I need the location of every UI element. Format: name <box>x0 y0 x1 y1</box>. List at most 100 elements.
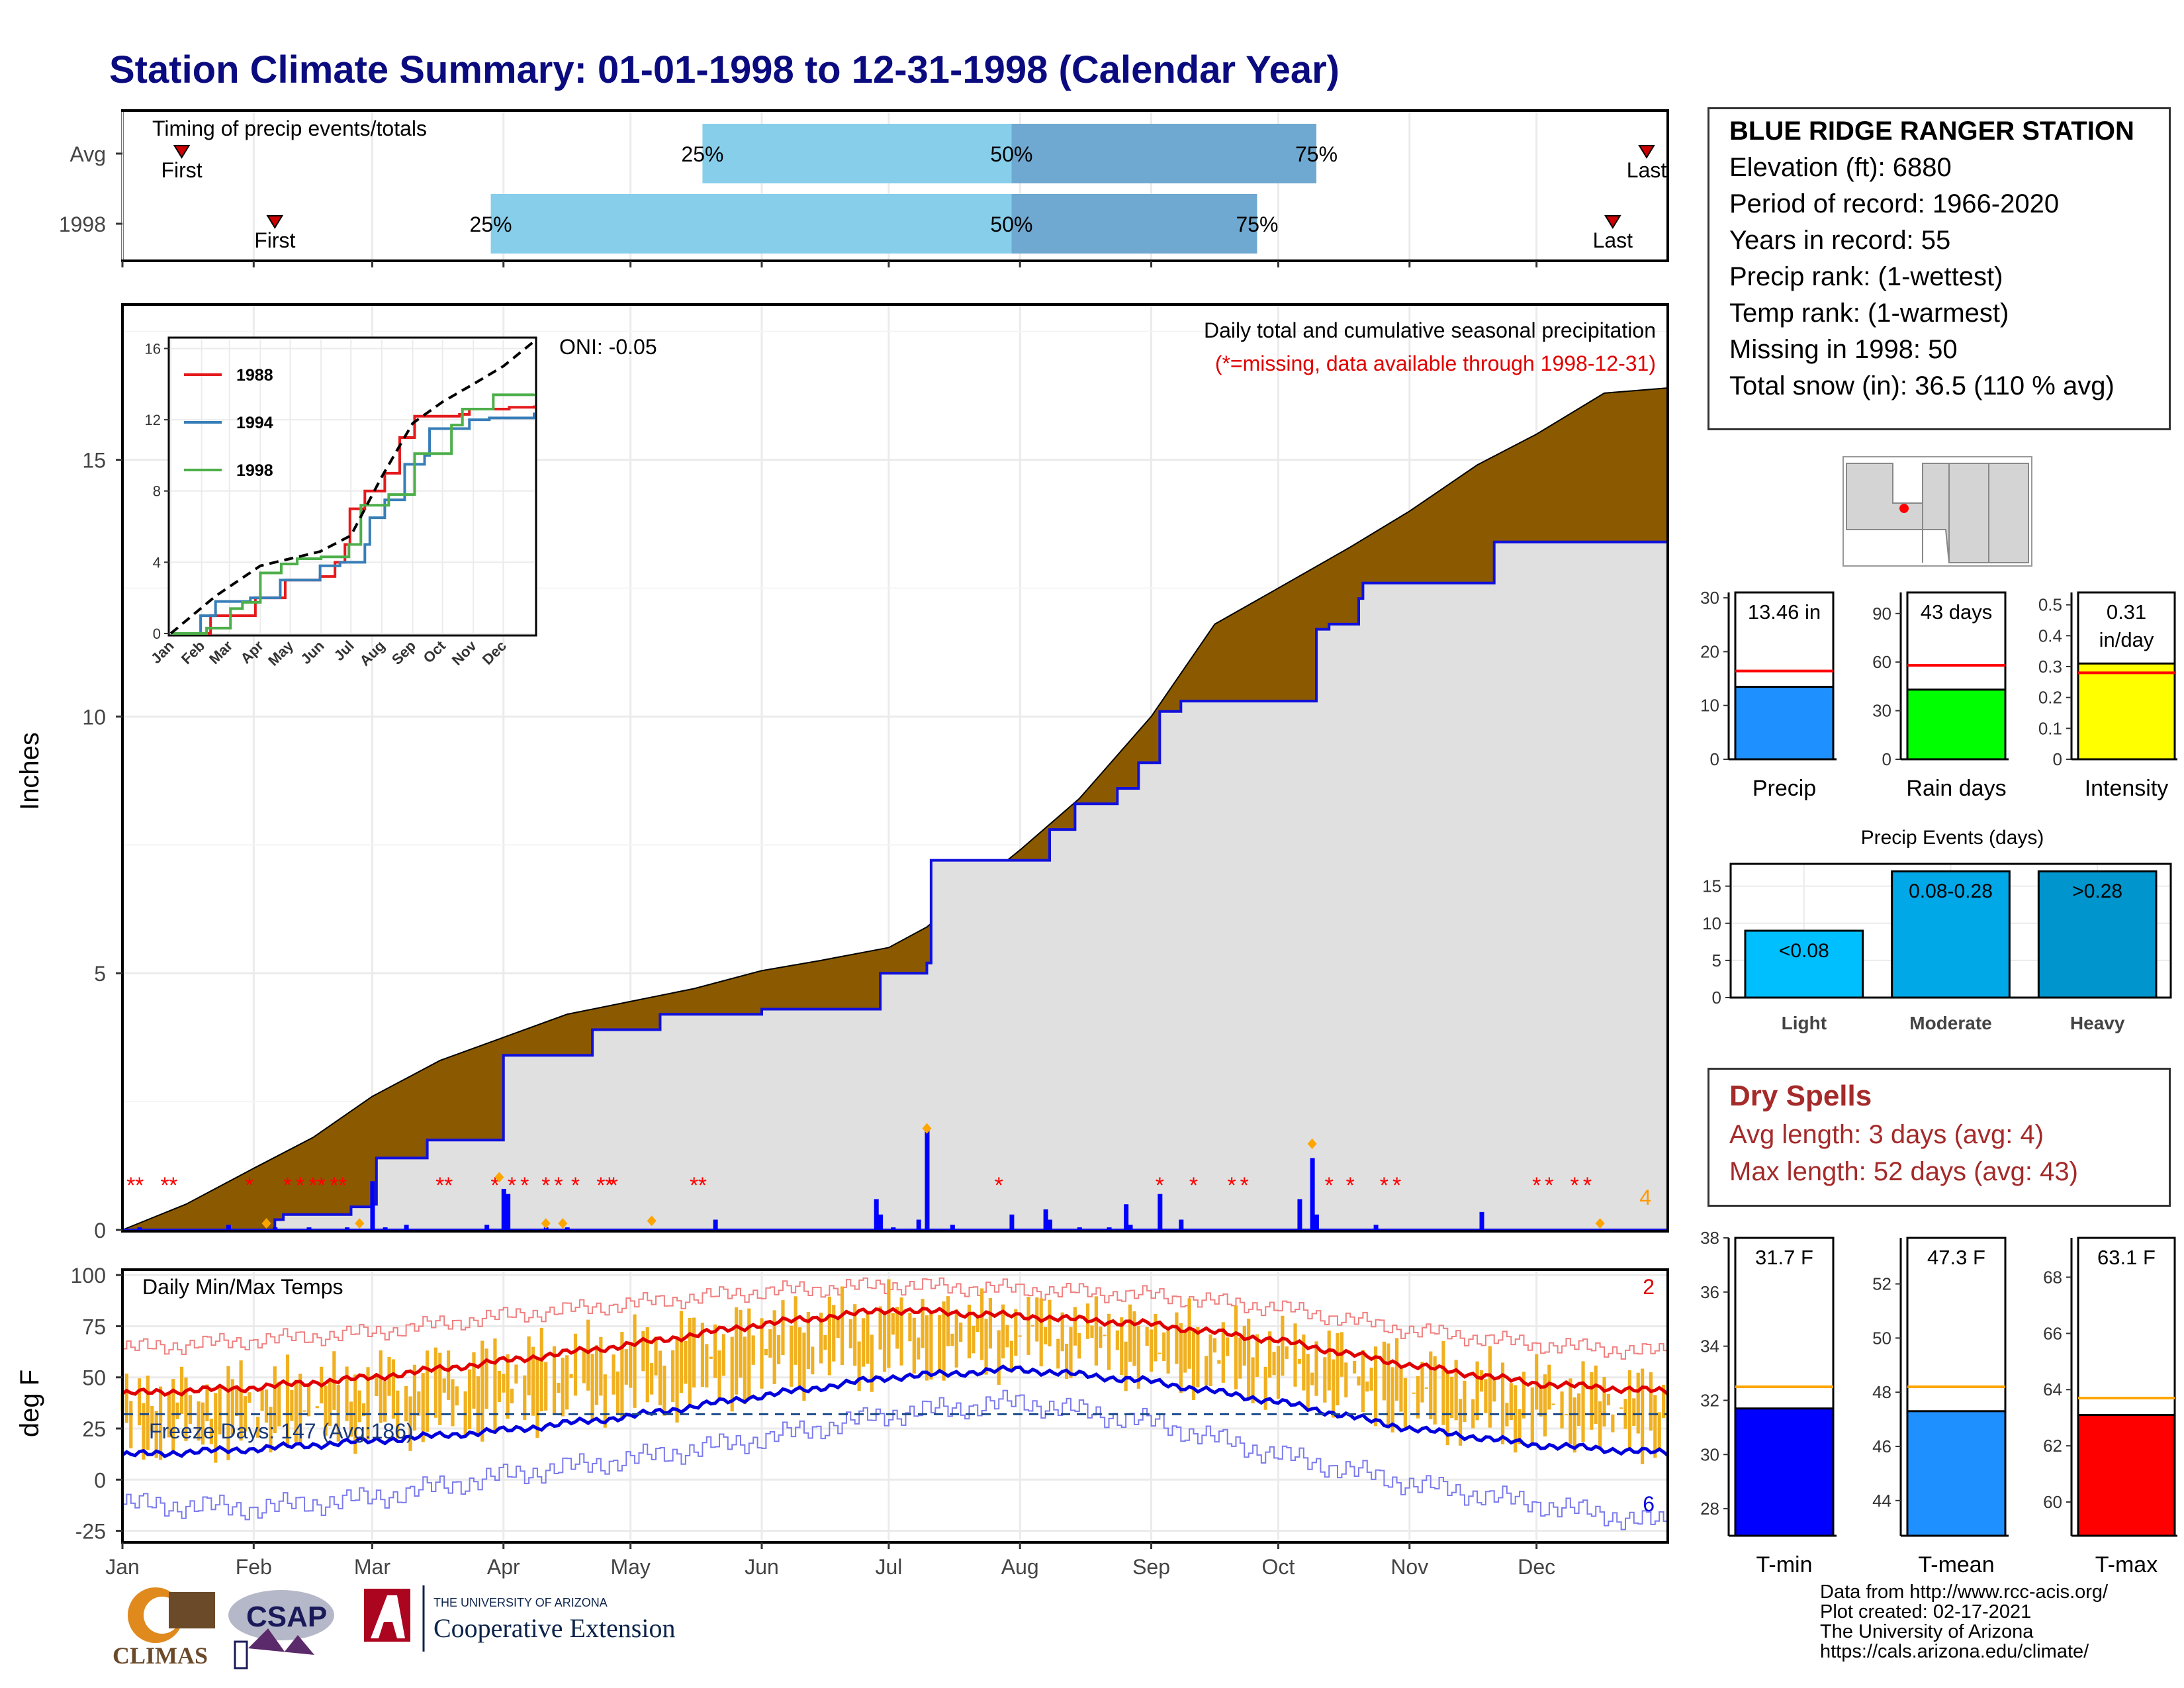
daily-temp-bar <box>137 1378 142 1426</box>
daily-temp-bar <box>747 1308 751 1398</box>
daily-temp-bar <box>1048 1299 1052 1346</box>
daily-temp-bar <box>1234 1305 1238 1389</box>
climas-logo: CLIMAS <box>113 1587 215 1669</box>
daily-temp-bar <box>1302 1334 1306 1391</box>
daily-temp-bar <box>1336 1333 1340 1406</box>
daily-temp-bar <box>1145 1327 1149 1346</box>
daily-temp-bar <box>1569 1378 1572 1444</box>
daily-temp-bar <box>1522 1372 1526 1419</box>
month-label: Sep <box>1132 1555 1170 1579</box>
daily-temp-bar <box>760 1318 764 1389</box>
daily-temp-bar <box>950 1333 954 1346</box>
daily-temp-bar <box>417 1391 421 1416</box>
events-ytick-label: 10 <box>1702 914 1721 933</box>
tmean-chart-value-label: 47.3 F <box>1927 1246 1985 1269</box>
daily-temp-bar <box>806 1312 810 1370</box>
month-label: Feb <box>236 1555 272 1579</box>
daily-temp-bar <box>1217 1360 1221 1364</box>
daily-temp-bar <box>1094 1296 1098 1366</box>
missing-day-marker: * <box>435 1173 444 1198</box>
freeze-days-label: Freeze Days: 147 (Avg:186) <box>149 1419 414 1443</box>
credits: Data from http://www.rcc-acis.org/ Plot … <box>1820 1582 2108 1662</box>
daily-temp-bar <box>1208 1334 1212 1386</box>
daily-temp-bar <box>188 1395 192 1425</box>
missing-day-marker: * <box>690 1173 698 1198</box>
daily-temp-bar <box>1120 1317 1124 1376</box>
daily-temp-bar <box>878 1306 882 1350</box>
daily-temp-bar <box>1598 1401 1602 1448</box>
precip-panel: * * * * * * * * * * * * * * * * * * * * ** * * * * * * * * * * * * * * * 0 5… <box>15 303 1669 1243</box>
daily-temp-bar <box>506 1354 510 1419</box>
precip-total-chart-label: Precip <box>1752 776 1816 801</box>
intensity-chart-value-label: 0.31 <box>2107 600 2146 624</box>
rain-days-chart-label: Rain days <box>1906 776 2006 801</box>
daily-temp-bar <box>615 1371 620 1414</box>
daily-temp-bar <box>1390 1367 1394 1432</box>
daily-precip-bar <box>1310 1158 1315 1230</box>
missing-day-marker: * <box>1392 1173 1401 1198</box>
climas-logo-text: CLIMAS <box>113 1642 208 1669</box>
daily-temp-bar <box>294 1380 298 1442</box>
daily-temp-bar <box>1221 1322 1225 1383</box>
daily-precip-bar <box>273 1227 278 1230</box>
daily-temp-bar <box>1263 1366 1267 1410</box>
missing-day-marker: * <box>308 1173 317 1198</box>
daily-temp-bar <box>239 1360 243 1441</box>
daily-temp-bar <box>1107 1313 1111 1370</box>
daily-temp-bar <box>146 1376 150 1450</box>
temp-label: Daily Min/Max Temps <box>142 1275 343 1299</box>
daily-temp-bar <box>408 1396 412 1451</box>
daily-temp-bar <box>1332 1359 1336 1418</box>
daily-temp-bar <box>836 1317 840 1338</box>
daily-temp-bar <box>290 1389 294 1421</box>
daily-temp-bar <box>1488 1346 1492 1428</box>
intensity-chart-ytick-label: 0.3 <box>2038 657 2062 677</box>
daily-temp-bar <box>1403 1378 1407 1428</box>
daily-temp-bar <box>1073 1307 1077 1346</box>
missing-day-marker: * <box>1156 1173 1164 1198</box>
events-bar-light <box>1744 929 1864 999</box>
daily-temp-bar <box>882 1311 887 1372</box>
tmean-chart-ytick-label: 48 <box>1872 1382 1891 1402</box>
daily-precip-bar <box>370 1181 375 1230</box>
daily-temp-bar <box>1560 1391 1564 1429</box>
daily-temp-bar <box>861 1318 866 1367</box>
daily-temp-bar <box>1412 1392 1416 1394</box>
tmin-chart-value-label: 31.7 F <box>1755 1246 1813 1269</box>
daily-temp-bar <box>1099 1326 1103 1348</box>
daily-temp-bar <box>1285 1346 1289 1359</box>
daily-temp-bar <box>484 1348 488 1409</box>
station-name: BLUE RIDGE RANGER STATION <box>1729 117 2134 146</box>
daily-temp-bar <box>1030 1325 1035 1327</box>
daily-temp-bar <box>1479 1370 1484 1392</box>
daily-temp-bar <box>848 1319 852 1348</box>
daily-temp-bar <box>1492 1378 1496 1402</box>
avg-max-line <box>121 1307 1669 1397</box>
temp-ytick-label: 0 <box>94 1468 106 1492</box>
daily-temp-bar <box>493 1338 497 1434</box>
daily-temp-bar <box>1433 1356 1437 1425</box>
tmax-chart-value-label: 63.1 F <box>2097 1246 2156 1269</box>
daily-temp-bar <box>654 1336 658 1376</box>
daily-temp-bar <box>1196 1327 1200 1387</box>
month-label: Oct <box>1262 1555 1295 1579</box>
site-temp-rank: Temp rank: (1-warmest) <box>1729 299 2009 328</box>
daily-temp-bar <box>205 1384 209 1421</box>
tmin-chart-ytick-label: 36 <box>1700 1282 1719 1302</box>
daily-temp-bar <box>1136 1325 1140 1389</box>
daily-temp-bar <box>1323 1357 1327 1403</box>
daily-temp-bar <box>1445 1372 1449 1446</box>
precip-ytick-label: 5 <box>94 962 106 986</box>
daily-temp-bar <box>1205 1356 1208 1385</box>
dry-spells-title: Dry Spells <box>1729 1080 1872 1112</box>
daily-temp-bar <box>1429 1351 1433 1419</box>
events-bar-label: >0.28 <box>2072 880 2122 902</box>
daily-temp-bar <box>497 1370 501 1403</box>
daily-temp-bar <box>1187 1298 1191 1369</box>
daily-temp-bar <box>273 1366 277 1433</box>
temp-ytick-label: 25 <box>82 1417 106 1441</box>
daily-temp-bar <box>650 1363 654 1395</box>
daily-temp-bar <box>1272 1352 1276 1376</box>
tmean-chart: 44 46 48 50 52 47.3 F T-mean <box>1872 1237 2009 1577</box>
